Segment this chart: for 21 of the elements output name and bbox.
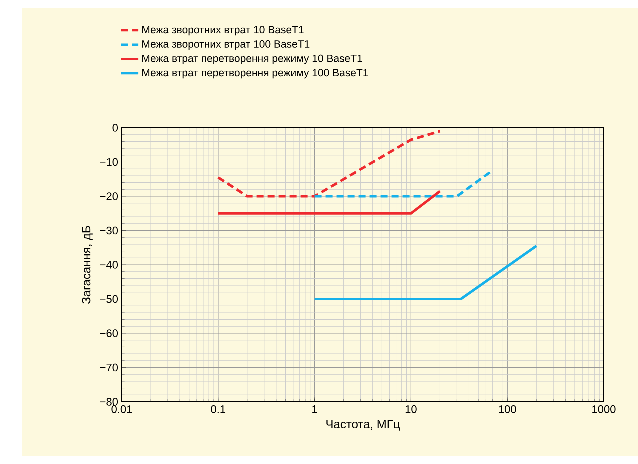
y-tick-label: −30 bbox=[100, 226, 118, 235]
x-tick-label: 0.01 bbox=[112, 406, 132, 414]
legend-label: Межа зворотних втрат 100 BaseT1 bbox=[142, 40, 310, 50]
x-tick-label: 100 bbox=[499, 406, 516, 414]
legend-label: Межа зворотних втрат 10 BaseT1 bbox=[142, 26, 304, 36]
y-tick-label: −20 bbox=[100, 192, 118, 200]
x-axis-title: Частота, МГц bbox=[326, 420, 400, 431]
legend-label: Межа втрат перетворення режиму 100 BaseT1 bbox=[142, 69, 368, 79]
y-tick-label: −80 bbox=[100, 398, 118, 406]
y-tick-label: −60 bbox=[100, 330, 118, 338]
y-tick-label: 0 bbox=[112, 124, 118, 132]
x-tick-label: 1000 bbox=[592, 406, 616, 414]
x-tick-label: 10 bbox=[406, 406, 417, 414]
x-tick-label: 1 bbox=[312, 406, 318, 414]
y-tick-label: −50 bbox=[100, 295, 118, 304]
y-axis-title: Загасання, дБ bbox=[82, 226, 93, 304]
y-tick-label: −70 bbox=[100, 364, 118, 372]
y-tick-label: −10 bbox=[100, 158, 118, 166]
x-tick-label: 0.1 bbox=[211, 406, 226, 414]
y-tick-label: −40 bbox=[100, 261, 118, 269]
legend-label: Межа втрат перетворення режиму 10 BaseT1 bbox=[142, 54, 362, 64]
